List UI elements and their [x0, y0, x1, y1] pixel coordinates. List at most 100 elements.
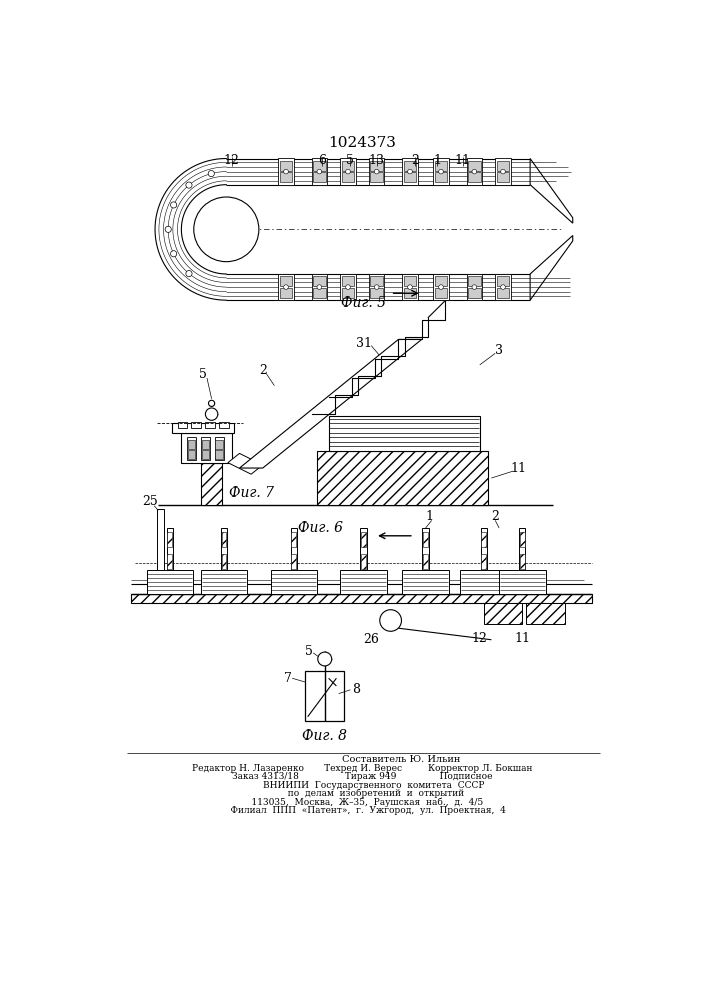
Bar — [467, 158, 482, 185]
Bar — [497, 172, 509, 182]
Bar — [361, 528, 367, 570]
Bar — [201, 570, 247, 594]
Bar — [481, 532, 486, 547]
Bar — [341, 172, 354, 182]
Text: Фиг. 8: Фиг. 8 — [303, 729, 347, 743]
Bar — [341, 288, 354, 298]
Bar — [404, 276, 416, 286]
Bar — [187, 437, 196, 460]
Circle shape — [284, 285, 288, 289]
Bar — [271, 570, 317, 594]
Bar — [402, 158, 418, 185]
Bar — [404, 172, 416, 182]
Text: Заказ 4313/18                Тираж 949               Подписное: Заказ 4313/18 Тираж 949 Подписное — [232, 772, 492, 781]
Bar — [402, 274, 418, 300]
Bar — [497, 161, 509, 171]
Circle shape — [472, 285, 477, 289]
Circle shape — [284, 169, 288, 174]
Bar — [484, 603, 522, 624]
Bar — [341, 276, 354, 286]
Bar — [481, 554, 486, 569]
Bar — [291, 528, 297, 570]
Circle shape — [186, 182, 192, 188]
Bar — [280, 172, 292, 182]
Text: 31: 31 — [356, 337, 371, 350]
Bar — [280, 288, 292, 298]
Bar — [404, 288, 416, 298]
Text: 25: 25 — [143, 495, 158, 508]
Bar — [131, 594, 592, 603]
Bar — [215, 437, 224, 460]
Bar — [369, 274, 385, 300]
Bar — [370, 276, 383, 286]
Bar — [433, 274, 449, 300]
Bar — [435, 288, 448, 298]
Bar — [370, 172, 383, 182]
Circle shape — [374, 285, 379, 289]
Text: 5: 5 — [305, 645, 313, 658]
Bar — [312, 274, 327, 300]
Bar — [361, 532, 366, 547]
Bar — [467, 274, 482, 300]
Text: 7: 7 — [284, 672, 292, 685]
Text: 8: 8 — [352, 683, 360, 696]
Bar — [313, 276, 325, 286]
Bar — [526, 603, 565, 624]
Text: 26: 26 — [363, 633, 379, 646]
Text: 6: 6 — [318, 154, 327, 167]
Bar — [317, 451, 488, 505]
Bar — [146, 570, 193, 594]
Bar — [520, 532, 525, 547]
Bar — [291, 554, 296, 569]
Circle shape — [170, 251, 177, 257]
Text: 5: 5 — [199, 368, 207, 381]
Text: 1: 1 — [426, 510, 433, 523]
Text: Редактор Н. Лазаренко       Техред И. Верес         Корректор Л. Бокшан: Редактор Н. Лазаренко Техред И. Верес Ко… — [192, 764, 532, 773]
Text: 113035,  Москва,  Ж–35,  Раушская  наб.,  д.  4/5: 113035, Москва, Ж–35, Раушская наб., д. … — [240, 797, 484, 807]
Text: 5: 5 — [346, 154, 354, 167]
Circle shape — [165, 226, 171, 232]
Text: 2: 2 — [491, 510, 499, 523]
Text: 12: 12 — [224, 154, 240, 167]
Text: ВНИИПИ  Государственного  комитета  СССР: ВНИИПИ Государственного комитета СССР — [240, 781, 484, 790]
Text: Фиг. 6: Фиг. 6 — [298, 521, 344, 535]
Text: 3: 3 — [495, 344, 503, 358]
Text: Филиал  ППП  «Патент»,  г.  Ужгород,  ул.  Проектная,  4: Филиал ППП «Патент», г. Ужгород, ул. Про… — [218, 806, 506, 815]
Text: 11: 11 — [455, 154, 471, 167]
Bar — [460, 570, 507, 594]
Circle shape — [472, 169, 477, 174]
Text: 2: 2 — [259, 364, 267, 377]
Bar — [222, 532, 226, 547]
Bar — [370, 161, 383, 171]
Bar — [435, 161, 448, 171]
Circle shape — [501, 285, 506, 289]
Circle shape — [438, 169, 443, 174]
Bar — [468, 161, 481, 171]
Bar — [340, 570, 387, 594]
Text: Составитель Ю. Ильин: Составитель Ю. Ильин — [264, 755, 460, 764]
Circle shape — [317, 285, 322, 289]
Bar — [182, 433, 232, 463]
Bar — [280, 276, 292, 286]
Bar — [468, 276, 481, 286]
Bar — [499, 570, 546, 594]
Bar — [312, 158, 327, 185]
Circle shape — [209, 400, 215, 406]
Polygon shape — [228, 453, 263, 474]
Circle shape — [501, 169, 506, 174]
Bar — [435, 276, 448, 286]
Bar — [177, 422, 187, 428]
Text: 1024373: 1024373 — [328, 136, 396, 150]
Circle shape — [408, 169, 412, 174]
Bar — [187, 440, 195, 449]
Bar — [187, 450, 195, 459]
Bar — [495, 158, 510, 185]
Bar — [341, 161, 354, 171]
Bar — [219, 422, 228, 428]
Circle shape — [380, 610, 402, 631]
Bar — [468, 288, 481, 298]
Bar — [340, 274, 356, 300]
Bar — [201, 450, 209, 459]
Bar — [402, 570, 449, 594]
Text: 11: 11 — [510, 462, 527, 475]
